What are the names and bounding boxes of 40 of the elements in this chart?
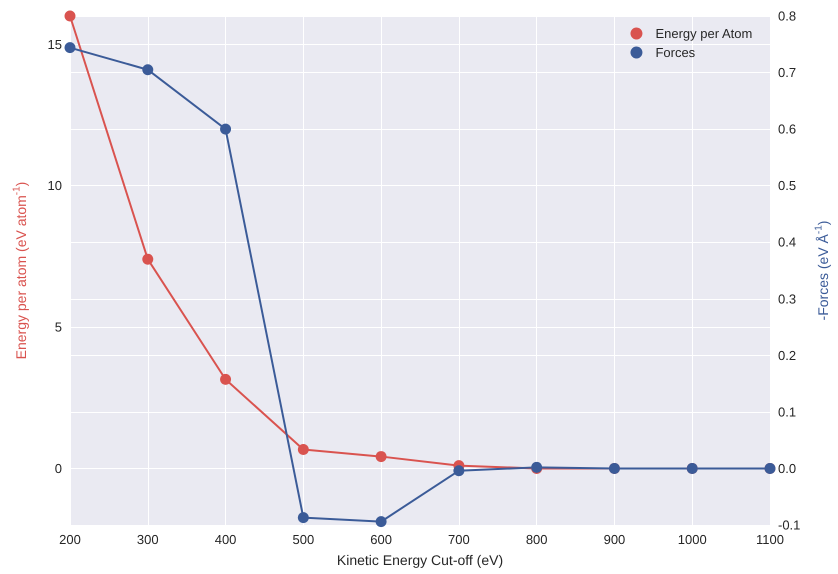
- x-tick-label: 1100: [756, 532, 784, 547]
- point: [64, 10, 76, 22]
- y2-tick-label: 0.5: [778, 178, 796, 194]
- y2-tick-label: 0.7: [778, 65, 796, 80]
- x-tick-label: 900: [604, 532, 626, 547]
- y-tick-label: 15: [48, 36, 62, 52]
- legend-label: Forces: [655, 45, 696, 60]
- point: [64, 42, 76, 54]
- legend-label: Energy per Atom: [655, 26, 752, 41]
- y2-tick-label: 0.1: [778, 404, 796, 420]
- x-axis-title: Kinetic Energy Cut-off (eV): [336, 552, 504, 568]
- x-tick-label: 300: [136, 532, 159, 547]
- x-tick-label: 200: [59, 532, 81, 547]
- point: [298, 512, 309, 524]
- y-axis-title: Energy per atom (eV atom-1): [12, 182, 29, 360]
- y2-tick-label: 0.0: [778, 460, 796, 476]
- point: [453, 465, 464, 476]
- point: [376, 516, 387, 528]
- point: [220, 374, 232, 385]
- point: [142, 254, 154, 265]
- x-tick-label: 600: [370, 532, 392, 547]
- point: [142, 64, 154, 76]
- x-tick-label: 1000: [678, 532, 707, 547]
- point: [220, 124, 232, 135]
- y2-tick-label: 0.8: [778, 8, 796, 24]
- y2-tick-label: 0.2: [778, 348, 796, 363]
- y-tick-label: 10: [48, 178, 62, 194]
- point: [376, 451, 387, 462]
- y2-tick-label: -0.1: [778, 518, 800, 532]
- y2-axis-title: -Forces (eV Å-1): [814, 220, 831, 320]
- y2-tick-label: 0.3: [778, 291, 796, 306]
- y2-tick-label: 0.6: [778, 122, 796, 137]
- y-tick-label: 5: [54, 320, 62, 335]
- x-tick-label: 500: [292, 532, 314, 547]
- x-tick-label: 800: [526, 532, 548, 547]
- y2-tick-label: 0.4: [778, 234, 796, 250]
- point: [298, 444, 309, 455]
- y-tick-label: 0: [54, 460, 62, 476]
- x-tick-label: 400: [214, 532, 236, 547]
- x-tick-label: 700: [448, 532, 470, 547]
